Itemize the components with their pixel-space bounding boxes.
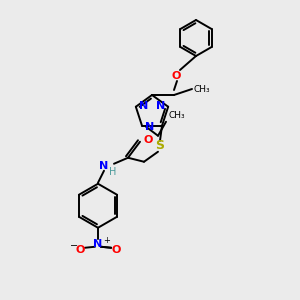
Text: O: O	[171, 71, 181, 81]
Text: S: S	[155, 139, 164, 152]
Text: H: H	[109, 167, 116, 177]
Text: N: N	[145, 122, 154, 132]
Text: N: N	[156, 101, 165, 111]
Text: N: N	[99, 161, 108, 171]
Text: O: O	[111, 245, 121, 255]
Text: O: O	[144, 135, 153, 145]
Text: O: O	[75, 245, 85, 255]
Text: N: N	[139, 101, 148, 111]
Text: CH₃: CH₃	[194, 85, 211, 94]
Text: +: +	[103, 236, 110, 245]
Text: N: N	[93, 239, 103, 249]
Text: CH₃: CH₃	[168, 111, 184, 120]
Text: −: −	[70, 241, 78, 251]
